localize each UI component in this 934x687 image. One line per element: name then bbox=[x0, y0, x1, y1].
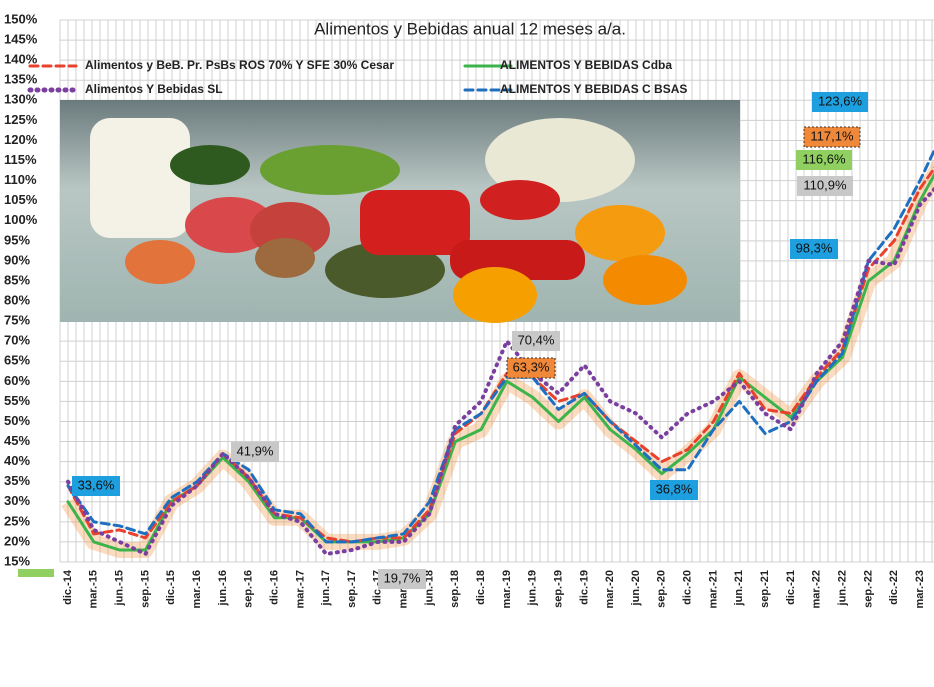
x-tick-label: dic.-15 bbox=[165, 570, 177, 605]
x-tick-label: dic.-14 bbox=[62, 569, 74, 605]
y-tick-label: 100% bbox=[4, 212, 38, 227]
annotation-box bbox=[650, 480, 698, 500]
y-tick-label: 135% bbox=[4, 72, 38, 87]
annotation: 98,3% bbox=[796, 240, 833, 255]
annotation: 110,9% bbox=[803, 177, 847, 192]
y-tick-label: 60% bbox=[4, 373, 30, 388]
y-tick-label: 30% bbox=[4, 493, 30, 508]
annotation-box bbox=[231, 442, 279, 462]
y-tick-label: 55% bbox=[4, 393, 30, 408]
x-tick-label: dic.-19 bbox=[578, 570, 590, 605]
annotation: 41,9% bbox=[237, 443, 274, 458]
x-tick-label: jun.-16 bbox=[217, 570, 229, 606]
y-tick-label: 110% bbox=[4, 172, 37, 187]
x-tick-label: dic.-21 bbox=[785, 570, 797, 605]
x-tick-label: mar.-19 bbox=[501, 570, 513, 609]
x-tick-label: sep.-20 bbox=[656, 570, 668, 608]
y-tick-label: 115% bbox=[4, 152, 37, 167]
y-tick-label: 145% bbox=[4, 32, 38, 47]
annotation: 19,7% bbox=[384, 570, 421, 585]
decoration bbox=[18, 569, 54, 577]
y-tick-label: 130% bbox=[4, 92, 38, 107]
legend-label: Alimentos y BeB. Pr. PsBs ROS 70% Y SFE … bbox=[85, 58, 394, 72]
y-tick-label: 50% bbox=[4, 413, 30, 428]
annotation-box bbox=[790, 239, 838, 259]
y-tick-label: 15% bbox=[4, 553, 30, 568]
y-tick-label: 105% bbox=[4, 192, 38, 207]
x-tick-label: sep.-22 bbox=[862, 570, 874, 608]
x-tick-label: mar.-17 bbox=[294, 570, 306, 609]
annotation-box bbox=[378, 569, 426, 589]
x-tick-label: sep.-15 bbox=[139, 570, 151, 608]
annotation-box bbox=[797, 176, 853, 196]
y-tick-label: 90% bbox=[4, 252, 30, 267]
y-tick-label: 80% bbox=[4, 292, 30, 307]
y-tick-label: 120% bbox=[4, 132, 38, 147]
x-tick-label: jun.-21 bbox=[733, 570, 745, 606]
x-tick-label: jun.-20 bbox=[630, 570, 642, 606]
y-tick-label: 140% bbox=[4, 52, 38, 67]
x-tick-label: mar.-15 bbox=[88, 570, 100, 609]
annotation: 117,1% bbox=[810, 128, 854, 143]
y-tick-label: 75% bbox=[4, 313, 30, 328]
legend-label: ALIMENTOS Y BEBIDAS Cdba bbox=[500, 58, 672, 72]
annotation-box bbox=[803, 126, 861, 148]
x-tick-label: mar.-16 bbox=[191, 570, 203, 609]
annotation-box bbox=[72, 476, 120, 496]
y-tick-label: 65% bbox=[4, 353, 30, 368]
annotation: 116,6% bbox=[802, 151, 846, 166]
x-tick-label: mar.-23 bbox=[914, 570, 926, 609]
x-tick-label: mar.-21 bbox=[707, 570, 719, 609]
x-tick-label: dic.-20 bbox=[682, 570, 694, 605]
annotation-box bbox=[796, 150, 852, 170]
series-line bbox=[66, 186, 934, 556]
x-tick-label: sep.-19 bbox=[552, 570, 564, 608]
annotation: 63,3% bbox=[513, 359, 550, 374]
x-tick-label: jun.-22 bbox=[836, 570, 848, 606]
legend-label: Alimentos Y Bebidas SL bbox=[85, 82, 223, 96]
x-tick-label: sep.-18 bbox=[449, 570, 461, 608]
y-tick-label: 85% bbox=[4, 272, 30, 287]
x-tick-label: jun.-17 bbox=[320, 570, 332, 606]
y-tick-label: 35% bbox=[4, 473, 30, 488]
legend-label: ALIMENTOS Y BEBIDAS C BSAS bbox=[500, 82, 687, 96]
x-tick-label: mar.-20 bbox=[604, 570, 616, 609]
annotation: 33,6% bbox=[78, 477, 115, 492]
y-tick-label: 25% bbox=[4, 513, 30, 528]
x-tick-label: jun.-19 bbox=[527, 570, 539, 606]
x-tick-label: jun.-15 bbox=[114, 570, 126, 606]
annotation: 36,8% bbox=[656, 481, 693, 496]
food-photo bbox=[60, 100, 740, 323]
y-tick-label: 40% bbox=[4, 453, 30, 468]
annotation: 123,6% bbox=[818, 93, 863, 108]
x-tick-label: dic.-16 bbox=[268, 570, 280, 605]
x-tick-label: sep.-16 bbox=[243, 570, 255, 608]
x-tick-label: sep.-17 bbox=[346, 570, 358, 608]
annotation-box bbox=[506, 357, 556, 379]
annotation-box bbox=[512, 331, 560, 351]
y-tick-label: 150% bbox=[4, 11, 38, 26]
y-tick-label: 20% bbox=[4, 533, 30, 548]
x-tick-label: sep.-21 bbox=[759, 570, 771, 608]
x-tick-label: mar.-22 bbox=[811, 570, 823, 609]
y-tick-label: 45% bbox=[4, 433, 30, 448]
chart-title: Alimentos y Bebidas anual 12 meses a/a. bbox=[314, 19, 626, 38]
x-tick-label: jun.-18 bbox=[423, 570, 435, 606]
plot bbox=[61, 147, 934, 558]
annotation: 70,4% bbox=[518, 332, 555, 347]
x-tick-label: dic.-22 bbox=[888, 570, 900, 605]
y-tick-label: 125% bbox=[4, 112, 38, 127]
annotation-box bbox=[812, 92, 868, 112]
x-tick-label: dic.-18 bbox=[475, 570, 487, 605]
y-tick-label: 70% bbox=[4, 333, 30, 348]
y-tick-label: 95% bbox=[4, 232, 30, 247]
